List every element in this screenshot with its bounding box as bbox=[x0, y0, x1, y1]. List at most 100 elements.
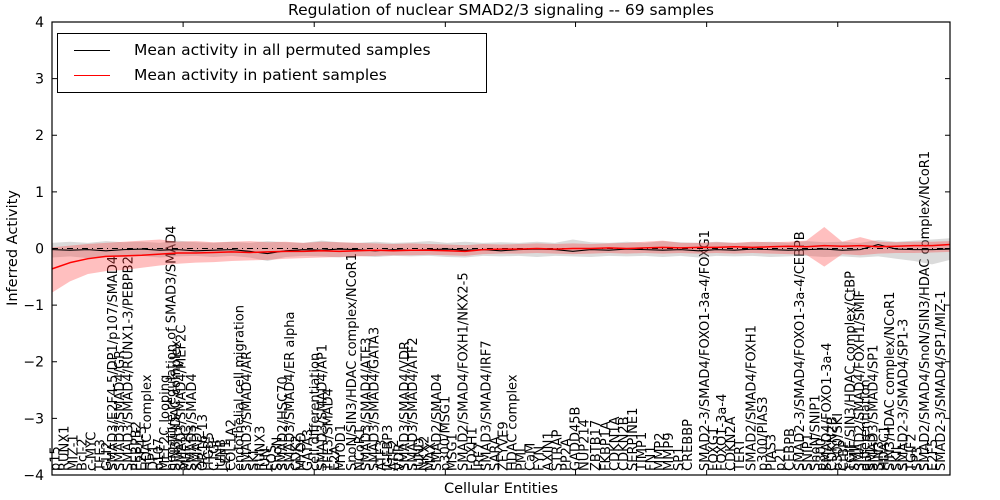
x-category-label: IGFBP3 bbox=[381, 425, 396, 471]
x-category-label: SMAD2-3/SMAD4/SP1-3 bbox=[896, 319, 911, 471]
x-category-label: MSG1 bbox=[446, 433, 461, 471]
patient-line-swatch-icon bbox=[74, 74, 110, 76]
x-category-label: SERPINE1 bbox=[626, 408, 641, 471]
x-category-label: FOXG1 bbox=[707, 427, 722, 471]
x-category-label: SIN3/HDAC complex bbox=[169, 340, 184, 471]
x-category-label: TFE3 bbox=[93, 439, 108, 472]
x-category-label: differentiation bbox=[859, 379, 874, 471]
x-category-label: negative regulation of SMAD3/SMAD4 bbox=[164, 226, 179, 471]
x-category-label: SMAD3/E2F4-5/DP1/p107/SMAD4 bbox=[106, 256, 121, 471]
x-category-label: ATF3 bbox=[375, 439, 390, 471]
x-category-label: cell differentiation bbox=[308, 353, 323, 471]
x-category-label: LEF1 bbox=[219, 440, 234, 471]
x-category-label: CDKN2B bbox=[825, 416, 840, 471]
x-category-label: SMAD3/SMAD4/AP1 bbox=[315, 344, 330, 471]
x-category-label: VDR bbox=[393, 443, 408, 471]
y-tick-label: 0 bbox=[35, 241, 44, 257]
legend-label-patient: Mean activity in patient samples bbox=[134, 66, 387, 84]
x-category-label: PML bbox=[515, 444, 530, 471]
x-category-label: SMAD3/SMAD4/GR bbox=[113, 350, 128, 471]
y-tick-label: 3 bbox=[35, 72, 44, 88]
x-category-label: SMAD2/SMAD4/FOXH1/SMIF bbox=[853, 290, 868, 471]
x-category-label: NCoR1 bbox=[353, 427, 368, 471]
legend-item-patient: Mean activity in patient samples bbox=[74, 66, 431, 84]
y-tick-label: −4 bbox=[23, 468, 44, 484]
permuted-band bbox=[52, 238, 950, 265]
x-category-label: JUNB bbox=[214, 439, 229, 472]
x-category-label: CDK2 bbox=[289, 435, 304, 471]
x-category-label: SMAD2/HSC70 bbox=[276, 376, 291, 471]
x-category-label: SMAD3/SMAD4/IRF7 bbox=[480, 340, 495, 471]
y-axis-label: Inferred Activity bbox=[5, 190, 21, 306]
x-category-label: JUN bbox=[259, 448, 274, 472]
x-category-label: endothelial cell migration bbox=[233, 305, 248, 471]
x-category-label: SMIF bbox=[848, 440, 863, 471]
legend-label-permuted: Mean activity in all permuted samples bbox=[134, 41, 431, 59]
x-category-label: SMAD2-3/SMAD4/SP1/MIZ-1 bbox=[934, 291, 949, 471]
x-category-label: SMAD7 bbox=[190, 424, 205, 471]
x-category-label: MEF2C bbox=[180, 427, 195, 471]
legend-item-permuted: Mean activity in all permuted samples bbox=[74, 41, 431, 59]
x-category-label: FN1 bbox=[644, 446, 659, 471]
x-axis-label: Cellular Entities bbox=[443, 481, 559, 497]
x-category-label: SMAD3/SMAD4/VDR bbox=[398, 341, 413, 471]
x-category-label: SMAD3/SMAD4/SP1 bbox=[867, 345, 882, 471]
x-category-label: TIMP1 bbox=[635, 432, 650, 472]
x-category-label: ITGB5 bbox=[202, 432, 217, 471]
x-category-label: SMAD2-3/SMAD4/FOXO1-3a-4/CEBPB bbox=[793, 231, 808, 471]
x-category-label: SMAD3/SMAD4/ATF2 bbox=[406, 337, 421, 471]
x-category-label: PIAS3 bbox=[764, 434, 779, 471]
x-category-label: p300/PIAS3 bbox=[756, 396, 771, 471]
x-category-label: TGIF2 bbox=[904, 433, 919, 472]
x-category-label: SKI bbox=[247, 450, 262, 471]
x-category-label: ZFYVE9 bbox=[497, 421, 512, 471]
x-category-label: TFE3/SMAD4 bbox=[322, 388, 337, 472]
x-category-label: TERT bbox=[733, 439, 748, 472]
x-category-label: E2F5 bbox=[926, 439, 941, 471]
x-category-label: MEF2C looping bbox=[158, 375, 173, 471]
x-category-label: CEBPB bbox=[783, 428, 798, 471]
x-category-label: FYN bbox=[533, 446, 548, 471]
x-category-label: Bcl-2 bbox=[76, 438, 91, 471]
x-category-label: MYOD1 bbox=[334, 424, 349, 471]
x-category-label: JUND bbox=[412, 438, 427, 472]
x-category-label: NKX2 bbox=[418, 436, 433, 471]
x-category-label: PP2A bbox=[560, 438, 575, 471]
x-category-label: E2F4-5 bbox=[135, 426, 150, 471]
x-category-label: MMP2 bbox=[653, 432, 668, 471]
x-category-label: c-MYC bbox=[85, 432, 100, 471]
x-category-label: RUNX3 bbox=[253, 426, 268, 471]
x-category-label: SP1 bbox=[672, 447, 687, 471]
x-category-label: GATA3 bbox=[301, 429, 316, 471]
x-category-label: GADD45B bbox=[569, 407, 584, 471]
x-category-label: SMAD2/SMAD4/FOXH1 bbox=[745, 325, 760, 471]
x-category-label: SMAD3/SMAD4/GATA3 bbox=[367, 327, 382, 471]
x-category-label: CDKN1A bbox=[608, 416, 623, 471]
x-category-label: HDAC complex bbox=[140, 374, 155, 471]
x-category-label: SMAD3/SMAD4 bbox=[185, 373, 200, 471]
x-category-label: FOS bbox=[265, 445, 280, 471]
x-category-label: FOXO1-3a-4 bbox=[715, 394, 730, 471]
x-category-label: SnoN bbox=[270, 437, 285, 471]
x-category-label: SP1-3 bbox=[864, 434, 879, 471]
x-category-label: SKIL bbox=[890, 442, 905, 471]
x-category-label: SMAD3/SMAD4/MEF2C bbox=[174, 325, 189, 471]
x-category-label: FKBP1A bbox=[599, 421, 614, 471]
x-category-label: SMAD3/SMAD4/AR bbox=[240, 351, 255, 471]
x-category-label: MYOD bbox=[295, 432, 310, 471]
y-tick-label: −1 bbox=[23, 298, 44, 314]
x-category-label: SnoN/SNIP1 bbox=[808, 395, 823, 471]
y-tick-label: 4 bbox=[35, 15, 44, 31]
patient-mean-line bbox=[51, 243, 951, 270]
x-category-label: CDKN2A bbox=[724, 416, 739, 471]
x-category-label: PEBPB2 bbox=[129, 421, 144, 471]
x-category-label: AXIN1 bbox=[542, 431, 557, 471]
x-category-label: SMAD2/SMAD4 bbox=[430, 373, 445, 471]
x-category-label: p21 bbox=[773, 446, 788, 471]
x-category-label: HDAC1 bbox=[877, 425, 892, 471]
y-tick-label: −3 bbox=[23, 411, 44, 427]
x-category-label: p107 bbox=[152, 438, 167, 471]
x-category-label: COL1A2 bbox=[225, 419, 240, 471]
